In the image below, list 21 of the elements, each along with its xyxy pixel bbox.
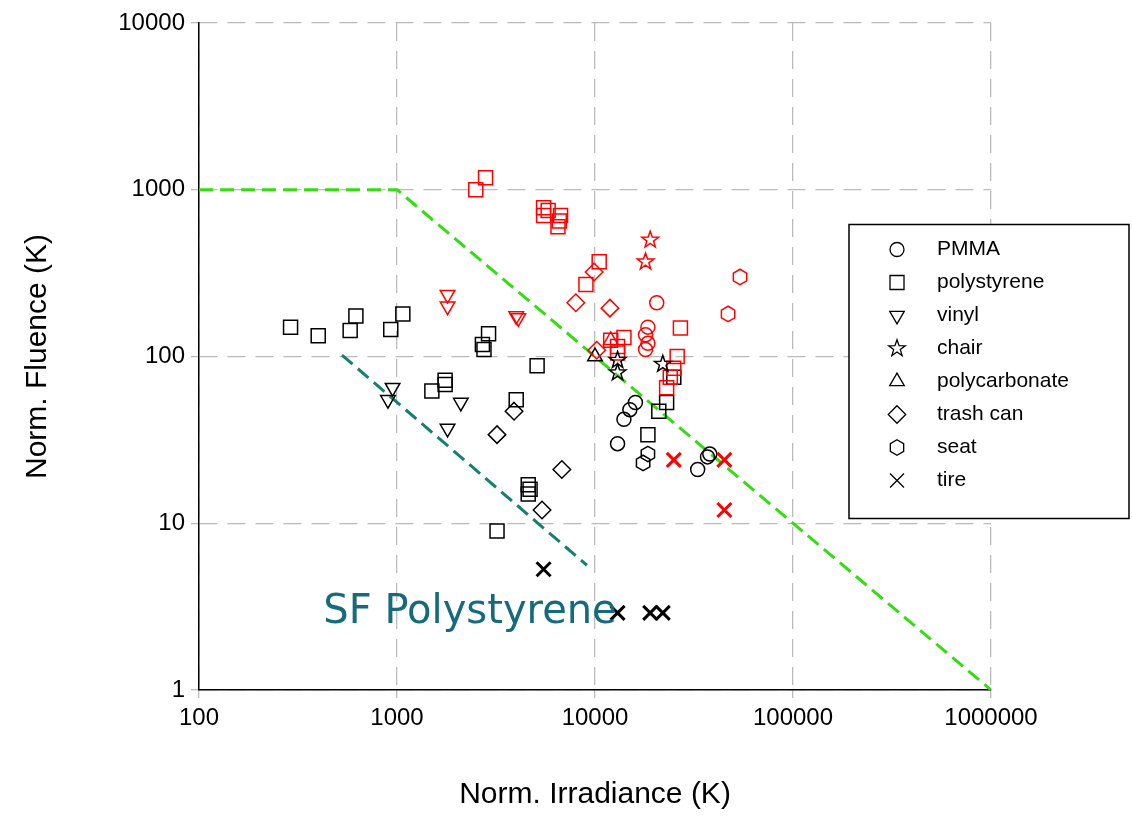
legend-label: polystyrene bbox=[937, 269, 1045, 293]
y-tick-label: 10000 bbox=[118, 7, 185, 35]
annotation: SF Polystyrene bbox=[323, 586, 617, 633]
y-tick-label: 1000 bbox=[131, 174, 185, 202]
x-axis-title: Norm. Irradiance (K) bbox=[459, 776, 731, 810]
y-tick-label: 10 bbox=[158, 507, 185, 535]
legend-label: chair bbox=[937, 335, 983, 359]
legend-label: trash can bbox=[937, 401, 1024, 425]
y-tick-label: 100 bbox=[144, 341, 185, 369]
x-tick-label: 100 bbox=[178, 703, 220, 731]
legend-label: PMMA bbox=[937, 236, 1000, 260]
x-tick-label: 100000 bbox=[752, 703, 834, 731]
y-axis-title: Norm. Fluence (K) bbox=[19, 233, 53, 480]
legend-label: tire bbox=[937, 467, 967, 491]
x-tick-label: 1000 bbox=[370, 703, 424, 731]
y-tick-label: 1 bbox=[171, 674, 185, 702]
x-tick-label: 10000 bbox=[561, 703, 629, 731]
legend-label: polycarbonate bbox=[937, 368, 1069, 392]
legend-label: vinyl bbox=[937, 302, 980, 326]
x-tick-label: 1000000 bbox=[944, 703, 1038, 731]
legend-label: seat bbox=[937, 434, 977, 458]
